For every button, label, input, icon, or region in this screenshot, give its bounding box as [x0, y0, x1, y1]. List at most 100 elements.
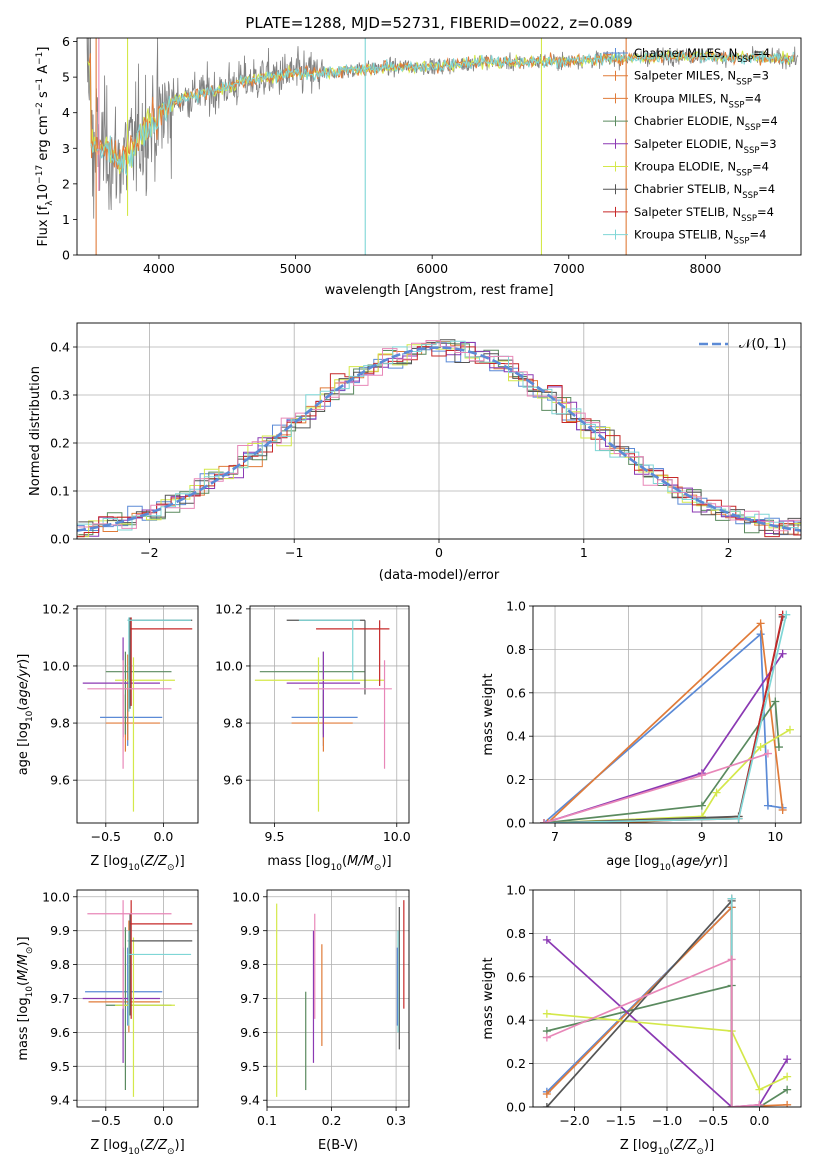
- x-tick-label: −1.5: [606, 1113, 636, 1128]
- legend-entry: Kroupa MILES, NSSP=4: [603, 91, 761, 110]
- error-bar-point: [291, 694, 353, 752]
- weight-marker: [542, 1103, 551, 1107]
- residuals-panel: −2 −1 0 1 2 0.0 0.1 0.2 0.3 0.4 (data-model)/error…: [28, 322, 802, 583]
- error-bar-point: [115, 937, 175, 1097]
- weight-series: [540, 749, 772, 823]
- x-tick-label: −1.0: [652, 1113, 682, 1128]
- weight-series: [540, 630, 787, 823]
- histogram-series: [77, 344, 801, 538]
- z_age-ylabel: age [log10(age/yr)]: [16, 654, 35, 776]
- x-tick-label: 8: [624, 829, 632, 844]
- error-bar-point: [291, 688, 358, 746]
- y-tick-label: 0.0: [50, 532, 70, 547]
- legend-entry: Chabrier STELIB, NSSP=4: [603, 182, 775, 201]
- weight-line: [546, 958, 760, 1107]
- error-bar-point: [127, 617, 192, 712]
- weight-line: [543, 752, 769, 823]
- z_mass-xlabel: Z [log10(Z/Z⊙)]: [90, 1138, 184, 1157]
- histogram-series: [77, 346, 801, 538]
- mass_age-xlabel: mass [log10(M/M⊙)]: [267, 854, 391, 873]
- error-bar-point: [82, 637, 160, 738]
- legend-label: Kroupa STELIB, NSSP=4: [634, 228, 766, 247]
- axes-frame: [76, 605, 199, 824]
- error-bar-point: [127, 913, 193, 1016]
- z_weight-xlabel: Z [log10(Z/Z⊙)]: [620, 1138, 714, 1157]
- weight-line: [730, 898, 760, 1107]
- weight-series: [542, 1009, 792, 1094]
- histogram-series: [77, 341, 801, 536]
- weight-marker: [763, 749, 772, 758]
- legend-entry: Chabrier MILES, NSSP=4: [603, 46, 770, 65]
- y-tick-label: 4: [62, 105, 70, 120]
- legend-label: Salpeter MILES, NSSP=3: [634, 69, 769, 88]
- z_age-panel: −0.5 0.0 9.6 9.8 10.0 10.2 Z [log10(Z/Z⊙)] age …: [16, 601, 199, 873]
- x-tick-label: 0.0: [749, 1113, 769, 1128]
- weight-series: [543, 619, 787, 823]
- weight-marker: [727, 1103, 736, 1107]
- z_weight-panel: −2.0 −1.5 −1.0 −0.5 0.0 0.0 0.2 0.4 0.6 0.8 1.0 Z […: [481, 883, 802, 1157]
- y-tick-label: 0.0: [506, 1100, 526, 1115]
- legend-label: Kroupa MILES, NSSP=4: [634, 91, 761, 110]
- weight-line: [546, 898, 760, 1107]
- y-tick-label: 9.4: [50, 1093, 70, 1108]
- x-tick-label: −0.5: [91, 829, 121, 844]
- axes-frame: [76, 37, 802, 256]
- y-tick-label: 9.6: [223, 773, 243, 788]
- weight-marker: [734, 814, 743, 823]
- y-tick-label: 0.2: [506, 1056, 526, 1071]
- y-tick-label: 9.4: [240, 1093, 260, 1108]
- spectrum-panel: 4000 5000 6000 7000 8000 0 1 2 3 4 5 6 PLATE=1288, M…: [35, 14, 802, 298]
- x-tick-label: 6000: [416, 261, 448, 276]
- age_weight-ylabel: mass weight: [481, 673, 496, 755]
- weight-line: [547, 621, 784, 823]
- residuals-xlabel: (data-model)/error: [379, 568, 500, 583]
- weight-marker: [727, 894, 736, 903]
- z_weight-plot: [542, 894, 792, 1107]
- y-tick-label: 2: [62, 176, 70, 191]
- error-bar-point: [127, 617, 193, 709]
- weight-line: [730, 898, 760, 1107]
- model-spectrum: [90, 49, 794, 177]
- legend-label: Salpeter ELODIE, NSSP=3: [634, 137, 777, 156]
- y-tick-label: 0.8: [506, 926, 526, 941]
- weight-series: [542, 955, 764, 1107]
- weight-line: [546, 984, 788, 1107]
- y-tick-label: 9.7: [50, 991, 70, 1006]
- y-tick-label: 9.8: [223, 716, 243, 731]
- weight-line: [543, 632, 783, 823]
- z_mass-ylabel: mass [log10(M/M⊙)]: [16, 936, 35, 1060]
- spectrum-xlabel: wavelength [Angstrom, rest frame]: [325, 283, 554, 298]
- y-tick-label: 10.0: [215, 658, 243, 673]
- error-bar-point: [105, 651, 172, 735]
- y-tick-label: 0.4: [50, 340, 70, 355]
- y-tick-label: 9.8: [240, 957, 260, 972]
- legend-entry: Chabrier ELODIE, NSSP=4: [603, 114, 778, 133]
- weight-series: [727, 894, 764, 1107]
- mass_age-panel: 9.5 10.0 9.6 9.8 10.0 10.2 mass [log10(M/M⊙)]: [215, 601, 411, 873]
- y-tick-label: 0.6: [506, 685, 526, 700]
- x-tick-label: −0.5: [698, 1113, 728, 1128]
- y-tick-label: 9.9: [50, 923, 70, 938]
- mass_age-plot: [254, 619, 392, 812]
- error-bar-point: [286, 651, 361, 738]
- x-tick-label: −2: [140, 545, 158, 560]
- x-tick-label: 0.2: [322, 1113, 342, 1128]
- weight-marker: [712, 788, 721, 797]
- y-tick-label: 1: [62, 212, 70, 227]
- x-tick-label: 5000: [280, 261, 312, 276]
- weight-marker: [727, 955, 736, 964]
- weight-series: [727, 894, 764, 1107]
- error-bar-point: [298, 660, 392, 769]
- error-bar-point: [105, 927, 172, 1091]
- y-tick-label: 0.2: [50, 436, 70, 451]
- weight-marker: [756, 743, 765, 752]
- residuals-ylabel: Normed distribution: [28, 366, 43, 496]
- y-tick-label: 1.0: [506, 599, 526, 614]
- histogram-series: [77, 341, 801, 537]
- y-tick-label: 0.2: [506, 772, 526, 787]
- x-tick-label: −1: [285, 545, 303, 560]
- weight-marker: [782, 610, 791, 619]
- normal-curve: [77, 346, 801, 532]
- ebv_mass-plot: [276, 900, 405, 1097]
